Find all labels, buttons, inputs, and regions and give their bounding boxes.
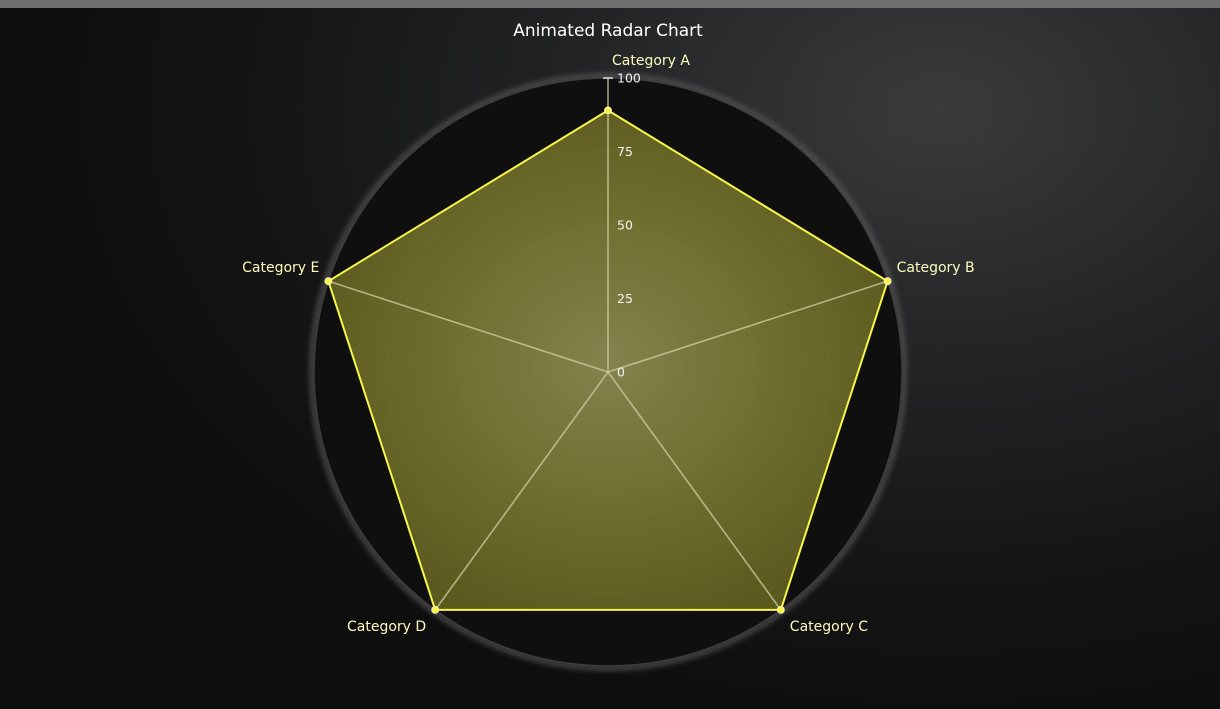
spoke-category-e (328, 280, 609, 373)
window-top-bar (0, 0, 1220, 8)
tick-label-100: 100 (617, 71, 641, 86)
category-label-category-a: Category A (612, 53, 690, 69)
spoke-category-d (434, 371, 609, 611)
category-label-category-e: Category E (242, 260, 319, 276)
tick-label-0: 0 (617, 365, 625, 380)
chart-title: Animated Radar Chart (513, 21, 703, 41)
data-point-category-b[interactable] (883, 277, 892, 286)
category-label-category-c: Category C (790, 619, 868, 635)
data-point-category-c[interactable] (776, 605, 785, 614)
plot-area-glow (310, 74, 906, 670)
data-point-category-a[interactable] (604, 106, 612, 115)
category-labels: Category A Category B Category C Category D… (242, 53, 974, 635)
category-label-category-b: Category B (897, 260, 975, 276)
radial-tick-labels: 0 25 50 75 100 (617, 71, 641, 380)
tick-label-25: 25 (617, 291, 633, 306)
tick-label-50: 50 (617, 218, 633, 233)
spoke-category-b (607, 280, 888, 373)
data-point-category-e[interactable] (324, 277, 333, 286)
data-point-category-d[interactable] (431, 605, 440, 614)
category-label-category-d: Category D (347, 619, 426, 635)
radial-spokes (328, 77, 888, 611)
tick-label-75: 75 (617, 144, 633, 159)
data-markers (324, 106, 892, 614)
spoke-category-c (607, 371, 782, 611)
